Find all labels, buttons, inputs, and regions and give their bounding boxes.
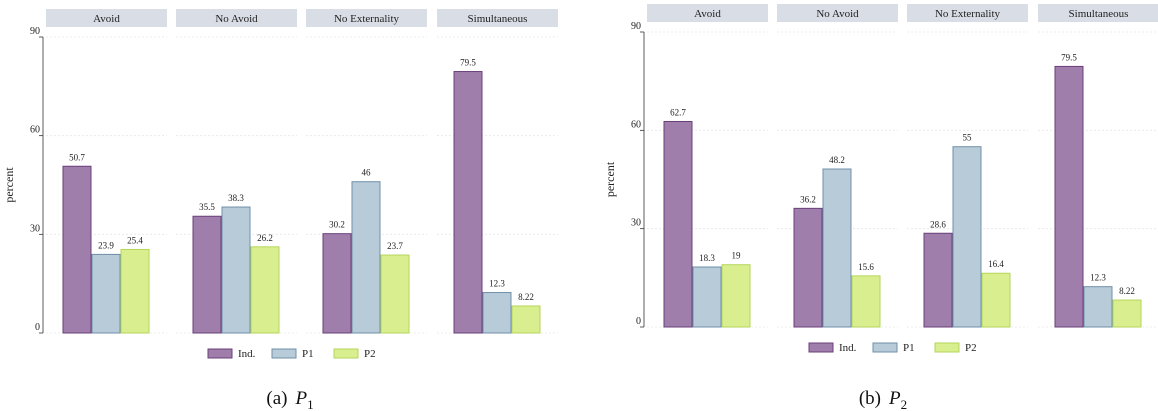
chart-a: 0 30 60 90 percent Avoid 50.7 23.9 25.4 No Avoid 3… xyxy=(2,9,558,411)
caption-prefix: (a) xyxy=(266,388,287,409)
data-label: 36.2 xyxy=(800,194,816,204)
bar-p2 xyxy=(721,264,751,328)
data-label: 8.22 xyxy=(518,292,534,302)
panel-header-bg xyxy=(176,9,297,27)
data-label: 23.7 xyxy=(387,241,403,251)
bar-p2 xyxy=(511,305,541,334)
bar-p1 xyxy=(221,206,251,334)
bar-p1 xyxy=(482,292,512,334)
caption-subscript: 1 xyxy=(307,397,314,411)
bar-ind xyxy=(663,120,693,328)
bar-ind xyxy=(62,165,92,334)
data-label: 18.3 xyxy=(699,253,715,263)
data-label: 50.7 xyxy=(69,152,85,162)
legend-swatch xyxy=(808,342,834,353)
data-label: 25.4 xyxy=(127,235,143,245)
bar-p1 xyxy=(1083,286,1113,328)
bar-ind xyxy=(453,71,483,334)
data-label: 15.6 xyxy=(858,262,874,272)
y-axis-label: percent xyxy=(2,167,16,203)
caption-variable: P xyxy=(294,388,307,409)
data-label: 12.3 xyxy=(1090,273,1106,283)
caption-variable: P xyxy=(888,388,901,409)
y-tick-label: 0 xyxy=(636,316,641,327)
data-label: 16.4 xyxy=(988,259,1004,269)
bar-p2 xyxy=(851,275,881,328)
data-label: 35.5 xyxy=(199,202,215,212)
panel-header-bg xyxy=(1038,4,1158,22)
panel-header-label: Simultaneous xyxy=(1069,8,1129,20)
data-label: 19 xyxy=(732,251,742,261)
bar-ind xyxy=(322,233,352,334)
chart-caption: (b) P2 xyxy=(859,388,907,411)
legend-label: P1 xyxy=(903,342,915,354)
data-label: 38.3 xyxy=(228,193,244,203)
data-label: 79.5 xyxy=(1061,52,1077,62)
data-label: 23.9 xyxy=(98,240,114,250)
y-tick-label: 60 xyxy=(631,119,641,130)
legend-swatch xyxy=(271,348,297,359)
data-label: 62.7 xyxy=(670,107,686,117)
data-label: 12.3 xyxy=(489,279,505,289)
caption-subscript: 2 xyxy=(901,397,908,411)
bar-p1 xyxy=(952,146,982,328)
legend-swatch xyxy=(333,348,359,359)
legend-label: P2 xyxy=(364,348,376,360)
caption-prefix: (b) xyxy=(859,388,881,409)
bar-ind xyxy=(192,215,222,334)
legend-swatch xyxy=(934,342,960,353)
bar-p1 xyxy=(822,168,852,328)
bar-p2 xyxy=(981,272,1011,328)
y-axis-label: percent xyxy=(603,161,617,197)
bar-p2 xyxy=(380,254,410,334)
panel-header-label: No Externality xyxy=(935,8,1001,20)
data-label: 79.5 xyxy=(460,58,476,68)
panel-header-bg xyxy=(907,4,1028,22)
panel-header-bg xyxy=(647,4,768,22)
panel-header-label: Avoid xyxy=(694,8,721,20)
legend-swatch xyxy=(207,348,233,359)
panel-header-bg xyxy=(306,9,427,27)
data-label: 55 xyxy=(963,133,973,143)
panel-header-bg xyxy=(437,9,558,27)
y-tick-label: 90 xyxy=(631,21,641,32)
y-tick-label: 30 xyxy=(30,223,40,234)
panel-header-label: No Externality xyxy=(334,13,400,25)
panel-header-label: Avoid xyxy=(93,13,120,25)
data-label: 8.22 xyxy=(1119,286,1135,296)
legend-label: Ind. xyxy=(238,348,256,360)
bar-ind xyxy=(1054,65,1084,328)
bar-ind xyxy=(793,207,823,328)
y-tick-label: 0 xyxy=(35,322,40,333)
data-label: 26.2 xyxy=(257,233,273,243)
data-label: 46 xyxy=(362,168,372,178)
panel-header-label: No Avoid xyxy=(816,8,859,20)
y-tick-label: 30 xyxy=(631,218,641,229)
panel-header-label: Simultaneous xyxy=(468,13,528,25)
legend-label: Ind. xyxy=(839,342,857,354)
panel-header-bg xyxy=(777,4,898,22)
data-label: 28.6 xyxy=(930,219,946,229)
y-tick-label: 90 xyxy=(30,26,40,37)
legend-label: P2 xyxy=(965,342,977,354)
bar-ind xyxy=(923,232,953,328)
y-tick-label: 60 xyxy=(30,125,40,136)
panel-header-bg xyxy=(46,9,167,27)
panel-header-label: No Avoid xyxy=(215,13,258,25)
bar-p2 xyxy=(250,246,280,334)
bar-p1 xyxy=(351,181,381,334)
data-label: 48.2 xyxy=(829,155,845,165)
chart-caption: (a) P1 xyxy=(266,388,313,411)
bar-p1 xyxy=(91,253,121,334)
legend-label: P1 xyxy=(302,348,314,360)
bar-p2 xyxy=(120,248,150,334)
chart-b: 0 30 60 90 percent Avoid 62.7 18.3 19 No Avoid 36.… xyxy=(603,4,1158,411)
legend-swatch xyxy=(872,342,898,353)
bar-p1 xyxy=(692,266,722,328)
data-label: 30.2 xyxy=(329,220,345,230)
bar-p2 xyxy=(1112,299,1142,328)
